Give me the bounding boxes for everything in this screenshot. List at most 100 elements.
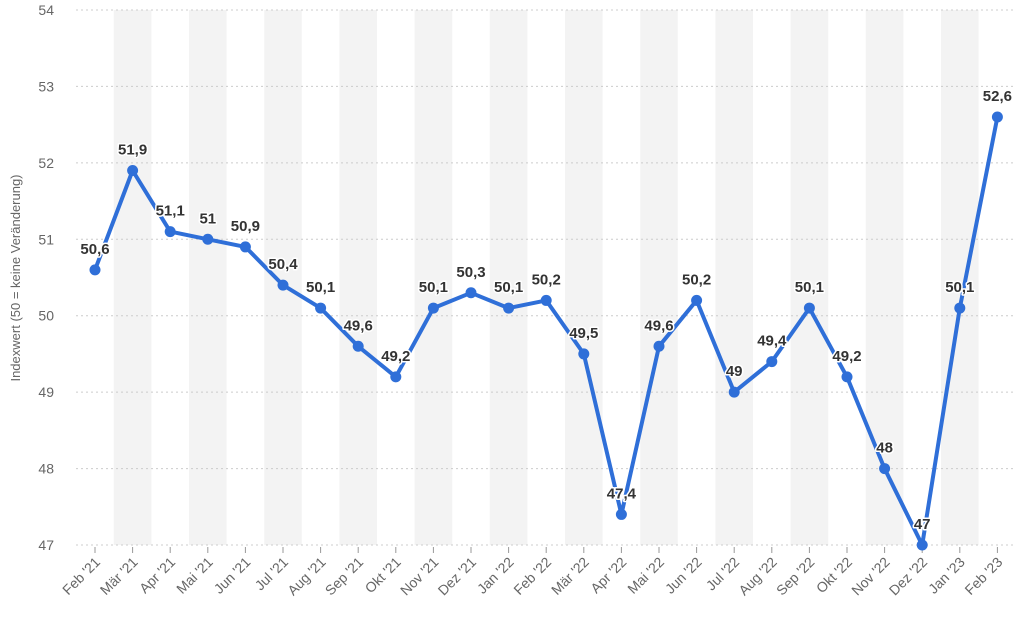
y-tick-label: 47 bbox=[38, 537, 54, 553]
data-point bbox=[89, 264, 101, 276]
y-tick-label: 52 bbox=[38, 155, 54, 171]
data-point bbox=[803, 302, 815, 314]
x-tick-label: Apr '21 bbox=[136, 554, 179, 597]
data-label: 52,6 bbox=[983, 88, 1012, 105]
y-axis-label: Indexwert (50 = keine Veränderung) bbox=[8, 174, 23, 381]
data-point bbox=[127, 165, 139, 176]
data-label: 47,4 bbox=[607, 485, 637, 502]
grid-lines bbox=[76, 9, 1014, 546]
data-label: 49,2 bbox=[381, 348, 410, 365]
y-tick-label: 50 bbox=[38, 308, 54, 324]
data-point bbox=[315, 302, 327, 314]
x-tick-label: Aug '22 bbox=[735, 554, 780, 599]
x-tick-label: Jun '22 bbox=[662, 554, 705, 597]
data-point bbox=[427, 302, 439, 314]
data-label: 50,3 bbox=[456, 264, 485, 281]
column-band bbox=[414, 10, 453, 545]
data-label: 50,6 bbox=[80, 241, 109, 258]
data-point bbox=[352, 340, 364, 352]
data-point bbox=[691, 294, 703, 306]
y-tick-label: 48 bbox=[38, 461, 54, 477]
x-tick-label: Dez '21 bbox=[435, 554, 480, 599]
y-tick-label: 49 bbox=[38, 384, 54, 400]
x-tick-label: Feb '22 bbox=[510, 554, 554, 598]
x-tick-label: Mai '22 bbox=[624, 554, 667, 597]
x-tick-label: Sep '21 bbox=[322, 554, 367, 599]
data-label: 50,1 bbox=[419, 279, 448, 296]
y-tick-label: 54 bbox=[38, 2, 54, 18]
data-point bbox=[991, 111, 1003, 123]
data-labels: 50,6 51,9 51,1 51 50,9 50,4 50,1 49,6 49,2 50,1 50… bbox=[79, 87, 1014, 535]
data-label: 49,4 bbox=[757, 333, 787, 350]
data-point bbox=[766, 356, 778, 368]
data-point bbox=[728, 386, 740, 398]
data-point bbox=[916, 539, 928, 551]
y-tick-label: 51 bbox=[38, 231, 54, 247]
column-band bbox=[489, 10, 528, 545]
x-tick-label: Jun '21 bbox=[211, 554, 254, 597]
data-label: 51,9 bbox=[118, 142, 147, 159]
x-tick-label: Sep '22 bbox=[773, 554, 818, 599]
y-axis-ticks: 47 48 49 50 51 52 53 54 bbox=[38, 2, 54, 553]
data-point bbox=[653, 340, 665, 352]
data-label: 49,6 bbox=[344, 317, 373, 334]
column-band bbox=[640, 10, 678, 545]
data-point bbox=[540, 294, 552, 306]
x-tick-label: Jan '23 bbox=[925, 554, 968, 597]
data-label: 50,9 bbox=[231, 218, 260, 235]
column-bands bbox=[113, 10, 979, 545]
data-point bbox=[615, 508, 627, 520]
data-point bbox=[465, 287, 477, 299]
data-point bbox=[202, 233, 214, 245]
data-point bbox=[164, 226, 176, 238]
data-label: 48 bbox=[876, 440, 893, 457]
x-tick-label: Mär '21 bbox=[97, 554, 141, 598]
x-tick-label: Dez '22 bbox=[886, 554, 931, 599]
column-band bbox=[865, 10, 904, 545]
column-band bbox=[339, 10, 377, 545]
data-label: 47 bbox=[914, 516, 931, 533]
x-tick-label: Mär '22 bbox=[548, 554, 592, 598]
column-band bbox=[941, 10, 979, 545]
data-points bbox=[89, 111, 1003, 551]
data-point bbox=[239, 241, 251, 253]
data-label: 50,1 bbox=[494, 279, 523, 296]
x-tick-label: Nov '22 bbox=[848, 554, 893, 599]
column-band bbox=[189, 10, 227, 545]
data-point bbox=[277, 279, 289, 291]
x-tick-label: Feb '21 bbox=[59, 554, 103, 598]
series-line bbox=[93, 115, 1000, 547]
x-tick-label: Feb '23 bbox=[961, 554, 1005, 598]
data-label: 50,4 bbox=[268, 256, 298, 273]
x-tick-label: Okt '22 bbox=[813, 554, 856, 597]
data-point bbox=[503, 302, 515, 314]
data-label: 49,5 bbox=[569, 325, 598, 342]
data-label: 49,2 bbox=[832, 348, 861, 365]
data-label: 49,6 bbox=[644, 317, 673, 334]
data-point bbox=[841, 371, 853, 383]
data-label: 50,2 bbox=[532, 271, 561, 288]
data-point bbox=[954, 302, 966, 314]
x-tick-label: Mai '21 bbox=[173, 554, 216, 597]
column-band bbox=[113, 10, 152, 545]
column-band bbox=[790, 10, 829, 545]
data-point bbox=[390, 371, 402, 383]
data-label: 51,1 bbox=[156, 203, 185, 220]
column-band bbox=[715, 10, 753, 545]
x-tick-label: Aug '21 bbox=[284, 554, 329, 599]
data-label: 49 bbox=[726, 363, 743, 380]
x-tick-label: Apr '22 bbox=[587, 554, 630, 597]
y-tick-label: 53 bbox=[38, 78, 54, 94]
series-group bbox=[93, 115, 1000, 547]
column-band bbox=[565, 10, 603, 545]
x-tick-label: Nov '21 bbox=[397, 554, 442, 599]
column-band bbox=[264, 10, 302, 545]
data-label: 50,1 bbox=[795, 279, 824, 296]
data-label: 50,2 bbox=[682, 271, 711, 288]
data-label: 50,1 bbox=[945, 279, 974, 296]
data-label: 50,1 bbox=[306, 279, 335, 296]
data-point bbox=[879, 463, 891, 475]
data-point bbox=[578, 348, 590, 360]
